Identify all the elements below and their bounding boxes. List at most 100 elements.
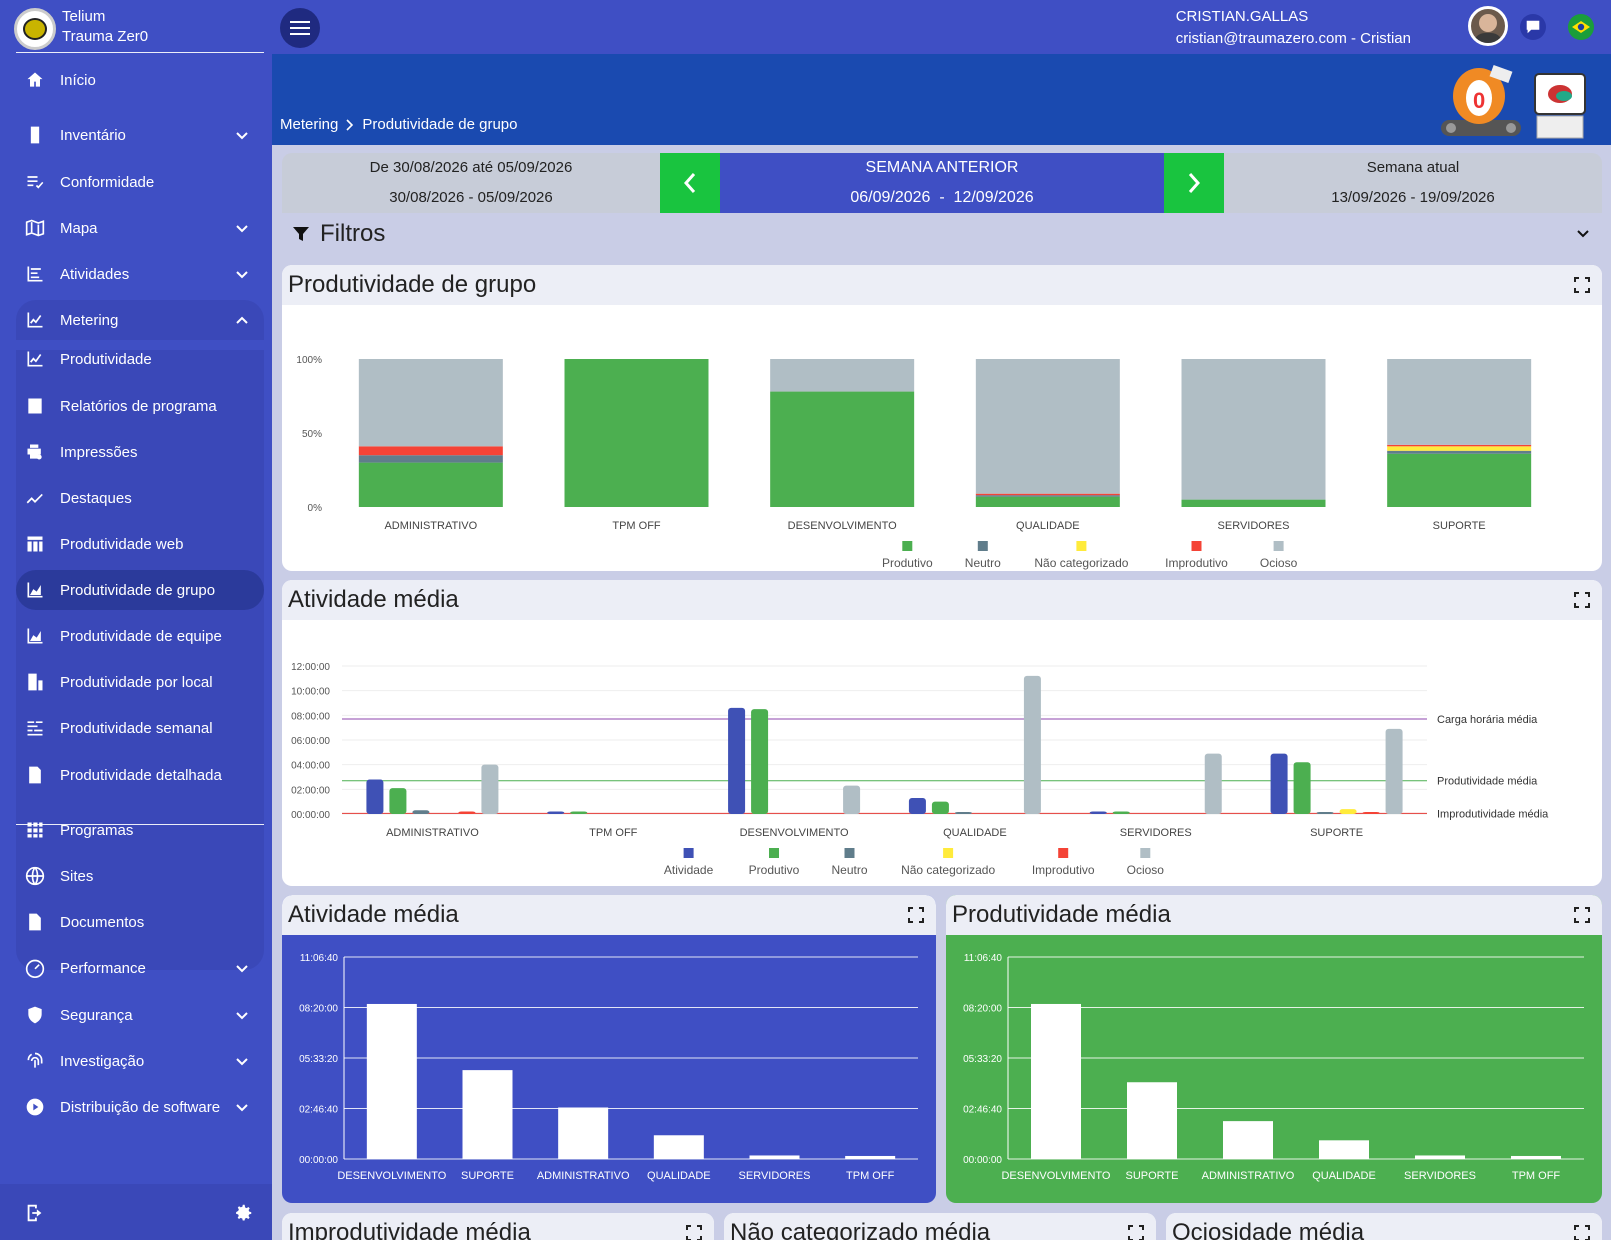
bar-segment[interactable]: [358, 462, 503, 507]
bar-segment[interactable]: [1387, 444, 1532, 447]
sidebar-item-impressoes[interactable]: Impressões: [16, 432, 264, 472]
fullscreen-icon[interactable]: [1574, 1225, 1590, 1240]
bar[interactable]: [728, 707, 746, 814]
sidebar-item-produtividade-detalhada[interactable]: Produtividade detalhada: [16, 755, 264, 795]
sidebar-item-performance[interactable]: Performance: [16, 948, 264, 988]
sidebar-item-produtividade-de-grupo[interactable]: Produtividade de grupo: [16, 570, 264, 610]
legend-label[interactable]: Neutro: [965, 556, 1001, 570]
bar[interactable]: [458, 811, 476, 814]
sidebar-item-produtividade-por-local[interactable]: Produtividade por local: [16, 662, 264, 702]
bar[interactable]: [389, 788, 407, 814]
bar[interactable]: [547, 811, 565, 814]
bar-segment[interactable]: [358, 446, 503, 456]
sidebar-item-distribuicao-de-software[interactable]: Distribuição de software: [16, 1087, 264, 1127]
bar-segment[interactable]: [975, 493, 1120, 496]
bar-segment[interactable]: [975, 495, 1120, 497]
bar-segment[interactable]: [1181, 499, 1326, 507]
bar[interactable]: [1362, 812, 1380, 814]
avatar[interactable]: [1468, 6, 1508, 46]
sidebar-item-produtividade-semanal[interactable]: Produtividade semanal: [16, 708, 264, 748]
sidebar-item-mapa[interactable]: Mapa: [16, 208, 264, 248]
fullscreen-icon[interactable]: [908, 907, 924, 923]
bar[interactable]: [1023, 675, 1041, 814]
bar-segment[interactable]: [564, 359, 709, 507]
sidebar-item-produtividade-de-equipe[interactable]: Produtividade de equipe: [16, 616, 264, 656]
bar-segment[interactable]: [358, 359, 503, 447]
bar[interactable]: [1089, 811, 1107, 814]
sidebar-item-metering[interactable]: Metering: [16, 300, 264, 340]
fullscreen-icon[interactable]: [1574, 277, 1590, 293]
bar[interactable]: [751, 709, 769, 814]
sidebar-item-inicio[interactable]: Início: [16, 60, 264, 100]
sidebar-item-seguranca[interactable]: Segurança: [16, 995, 264, 1035]
menu-toggle-button[interactable]: [280, 8, 320, 48]
bar[interactable]: [481, 764, 499, 814]
chat-icon[interactable]: [1520, 14, 1546, 40]
bar[interactable]: [1293, 762, 1311, 814]
fullscreen-icon[interactable]: [1574, 592, 1590, 608]
sidebar-item-relatorios-de-programa[interactable]: Relatórios de programa: [16, 386, 264, 426]
user-info[interactable]: CRISTIAN.GALLAS cristian@traumazero.com …: [1176, 6, 1411, 50]
brazil-flag-icon[interactable]: [1568, 14, 1594, 40]
fullscreen-icon[interactable]: [1574, 907, 1590, 923]
bar[interactable]: [1385, 728, 1403, 814]
bar[interactable]: [843, 785, 861, 814]
bar[interactable]: [1511, 1155, 1561, 1159]
legend-label[interactable]: Ocioso: [1127, 863, 1165, 877]
bar[interactable]: [366, 1003, 417, 1159]
settings-gear-icon[interactable]: [232, 1202, 254, 1224]
bar-segment[interactable]: [1387, 446, 1532, 451]
legend-label[interactable]: Não categorizado: [1034, 556, 1128, 570]
sidebar-item-produtividade-web[interactable]: Produtividade web: [16, 524, 264, 564]
current-week-panel[interactable]: Semana atual 13/09/2026 - 19/09/2026: [1224, 153, 1602, 213]
legend-label[interactable]: Improdutivo: [1165, 556, 1228, 570]
sidebar-item-produtividade[interactable]: Produtividade: [16, 339, 264, 379]
bar-segment[interactable]: [770, 359, 915, 392]
bar-segment[interactable]: [1387, 359, 1532, 445]
bar[interactable]: [1204, 753, 1222, 814]
sidebar-item-atividades[interactable]: Atividades: [16, 254, 264, 294]
filters-bar[interactable]: Filtros: [282, 213, 1602, 255]
legend-label[interactable]: Neutro: [831, 863, 867, 877]
bar[interactable]: [1223, 1121, 1273, 1159]
bar[interactable]: [908, 797, 926, 814]
legend-label[interactable]: Ocioso: [1260, 556, 1298, 570]
bar[interactable]: [931, 801, 949, 814]
bar[interactable]: [1415, 1155, 1465, 1159]
bar[interactable]: [1270, 753, 1288, 814]
legend-label[interactable]: Atividade: [664, 863, 714, 877]
breadcrumb-root[interactable]: Metering: [280, 116, 339, 133]
bar[interactable]: [1127, 1082, 1177, 1159]
bar-segment[interactable]: [975, 359, 1120, 494]
previous-week-panel[interactable]: De 30/08/2026 até 05/09/2026 30/08/2026 …: [282, 153, 660, 213]
sidebar-item-investigacao[interactable]: Investigação: [16, 1041, 264, 1081]
bar[interactable]: [558, 1107, 609, 1159]
bar[interactable]: [845, 1155, 896, 1159]
sidebar-item-programas[interactable]: Programas: [16, 810, 264, 850]
bar-segment[interactable]: [770, 391, 915, 507]
legend-label[interactable]: Produtivo: [749, 863, 800, 877]
bar-segment[interactable]: [1387, 450, 1532, 454]
sidebar-item-documentos[interactable]: Documentos: [16, 902, 264, 942]
bar[interactable]: [1339, 809, 1357, 814]
bar[interactable]: [1319, 1140, 1369, 1159]
bar[interactable]: [1112, 811, 1130, 814]
bar[interactable]: [653, 1135, 704, 1159]
legend-label[interactable]: Não categorizado: [901, 863, 995, 877]
logout-icon[interactable]: [24, 1202, 46, 1224]
bar[interactable]: [749, 1155, 800, 1159]
next-week-button[interactable]: [1164, 153, 1224, 213]
legend-label[interactable]: Improdutivo: [1032, 863, 1095, 877]
bar[interactable]: [462, 1070, 513, 1159]
sidebar-item-inventario[interactable]: Inventário: [16, 115, 264, 155]
previous-week-button[interactable]: [660, 153, 720, 213]
sidebar-item-sites[interactable]: Sites: [16, 856, 264, 896]
sidebar-item-destaques[interactable]: Destaques: [16, 478, 264, 518]
bar[interactable]: [366, 779, 384, 814]
bar-segment[interactable]: [1181, 359, 1326, 500]
bar-segment[interactable]: [1387, 453, 1532, 507]
legend-label[interactable]: Produtivo: [882, 556, 933, 570]
bar[interactable]: [412, 810, 430, 814]
sidebar-item-conformidade[interactable]: Conformidade: [16, 162, 264, 202]
bar[interactable]: [1031, 1003, 1081, 1159]
